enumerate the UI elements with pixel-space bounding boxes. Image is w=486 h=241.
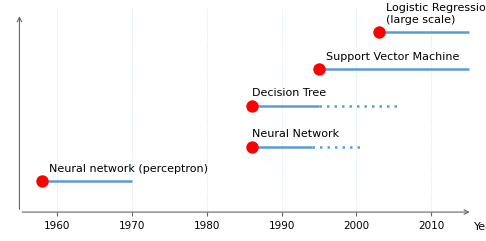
Text: Logistic Regression
(large scale): Logistic Regression (large scale) <box>386 3 486 25</box>
Point <box>248 104 256 107</box>
Point <box>315 67 323 71</box>
Text: Year: Year <box>474 222 486 232</box>
Text: Neural network (perceptron): Neural network (perceptron) <box>50 164 208 174</box>
Point <box>375 30 383 34</box>
Point <box>248 145 256 148</box>
Text: Neural Network: Neural Network <box>252 129 339 139</box>
Text: Support Vector Machine: Support Vector Machine <box>327 52 460 61</box>
Point <box>38 179 46 183</box>
Text: Decision Tree: Decision Tree <box>252 88 326 98</box>
